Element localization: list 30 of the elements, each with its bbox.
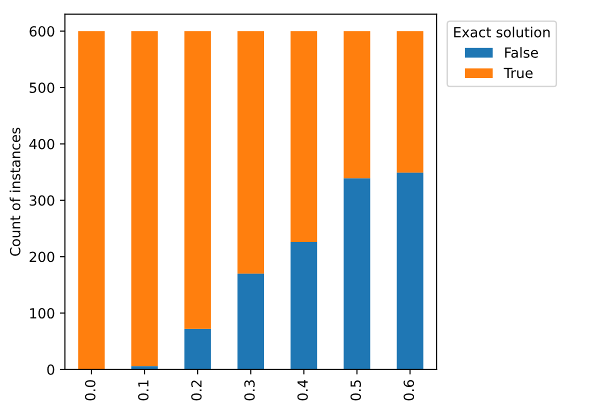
bar (344, 178, 370, 370)
bar (237, 31, 264, 274)
y-tick-label: 500 (30, 82, 54, 93)
x-tick-label: 0.3 (244, 380, 255, 400)
bar (78, 31, 105, 370)
x-tick-label: 0.5 (350, 380, 361, 400)
x-tick-label: 0.2 (191, 380, 202, 400)
x-tick-label: 0.4 (297, 380, 308, 400)
bar (344, 31, 370, 178)
bar (290, 31, 318, 242)
x-tick-label: 0.0 (84, 380, 96, 400)
y-tick-label: 600 (30, 26, 54, 37)
bar (396, 172, 424, 370)
bar (131, 31, 158, 366)
y-tick-label: 0 (47, 364, 54, 375)
y-tick-label: 400 (29, 138, 54, 150)
y-tick-label: 200 (30, 252, 54, 262)
legend-label: False (505, 47, 538, 58)
bar (396, 31, 424, 173)
y-axis-title: Count of instances (10, 128, 20, 256)
x-tick-label: 0.1 (138, 380, 149, 400)
legend-label: True (504, 68, 533, 78)
bar (237, 274, 264, 370)
bar (184, 31, 211, 329)
y-tick-label: 100 (30, 308, 54, 319)
bar (290, 242, 318, 370)
y-tick-label: 300 (30, 195, 54, 206)
legend-title: Exact solution (454, 26, 550, 38)
bar (184, 328, 211, 370)
x-tick-label: 0.6 (404, 380, 414, 400)
